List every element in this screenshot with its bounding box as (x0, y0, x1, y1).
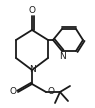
Text: O: O (10, 87, 17, 97)
Text: N: N (59, 52, 65, 61)
Text: O: O (47, 87, 54, 97)
Text: N: N (29, 65, 35, 75)
Text: O: O (28, 6, 36, 15)
